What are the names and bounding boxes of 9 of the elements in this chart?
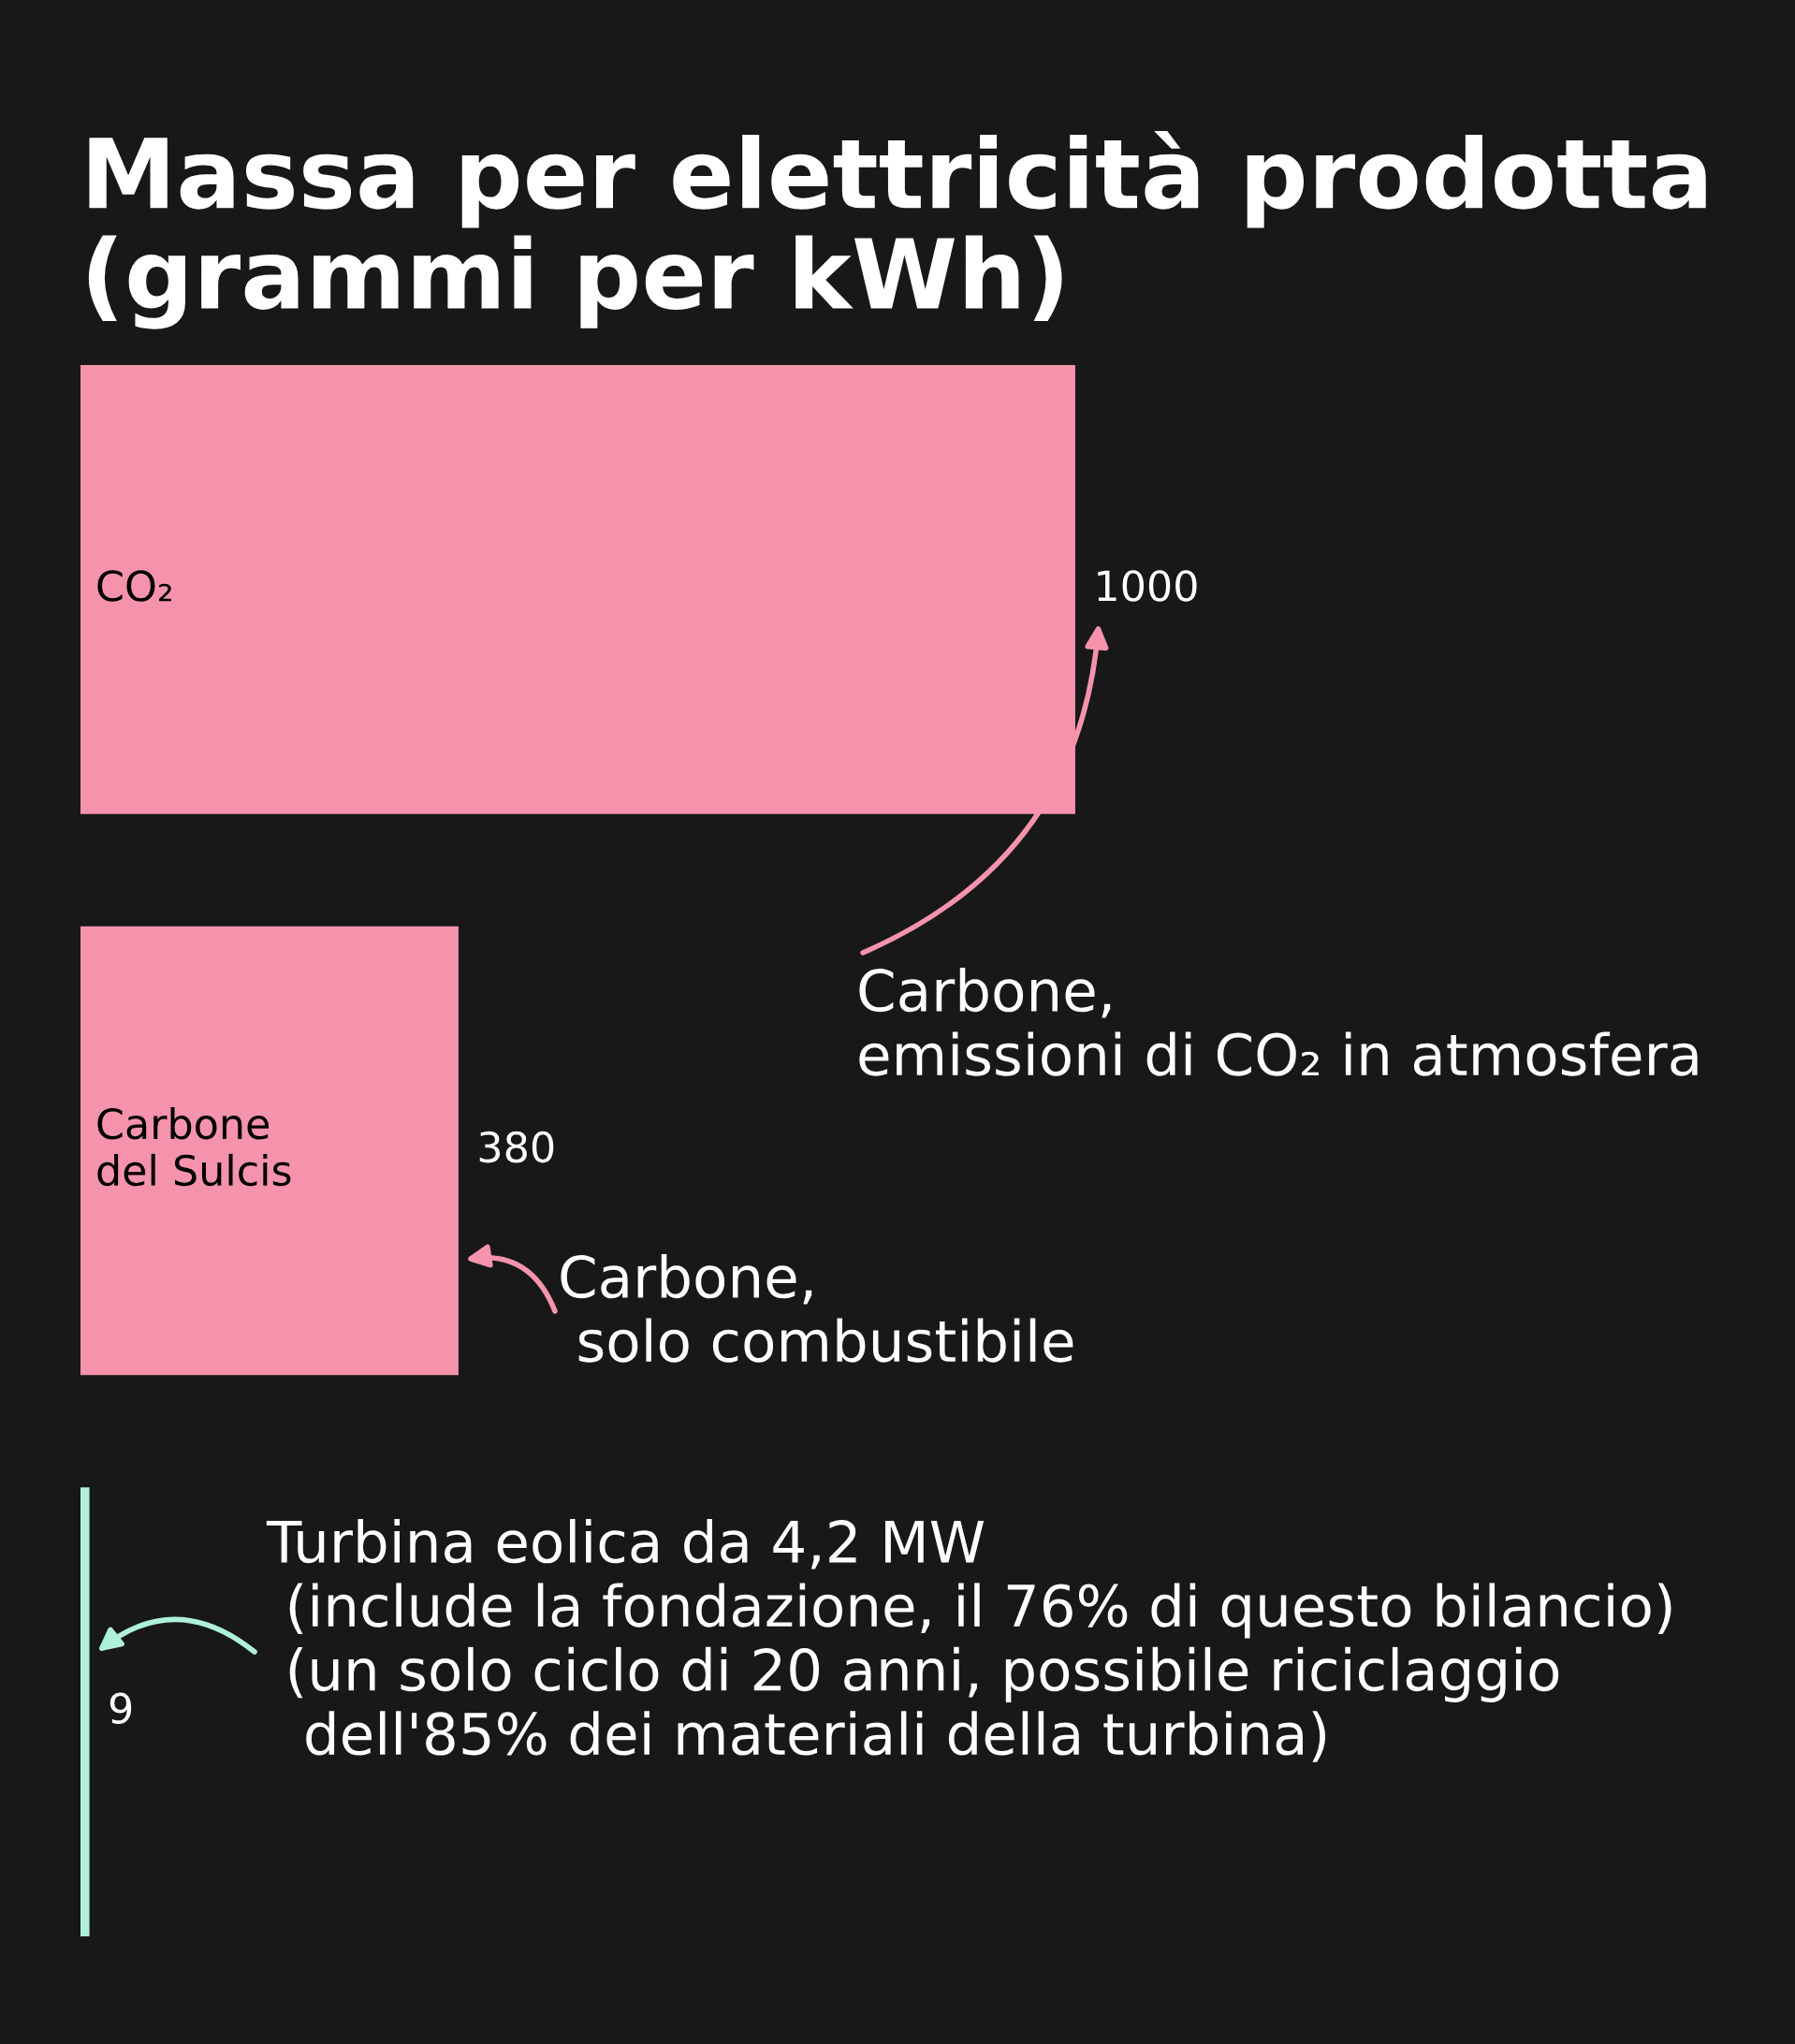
chart-title: Massa per elettricità prodotta (grammi per kWh) [88,131,1706,329]
annotation: Carbone, emissioni di CO₂ in atmosfera [859,968,1698,1076]
data-label: 1000 [1098,570,1197,602]
y-tick-label: Carbone del Sulcis [97,1107,291,1187]
data-label: 9 [109,1692,132,1725]
data-label: 380 [479,1131,554,1163]
annotation: Carbone, solo combustibile [561,1254,1073,1363]
annotation: Turbina eolica da 4,2 MW (include la fondazione, il 76% di questo bilancio) (un solo ciclo di 20 anni, possibile riciclaggio dell'85% dei materiali della turbina) [266,1519,1671,1762]
y-tick-label: CO₂ [97,570,171,602]
